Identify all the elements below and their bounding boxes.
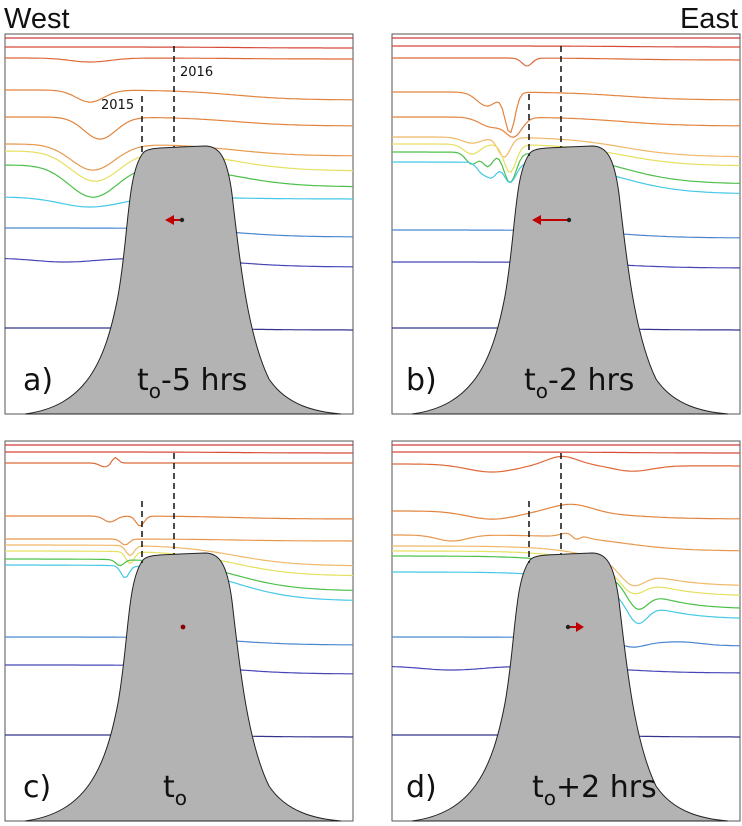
isoline: [392, 57, 740, 67]
isoline: [5, 143, 354, 171]
west-label: West: [4, 3, 70, 35]
isoline: [392, 45, 740, 48]
time-offset: -5 hrs: [161, 363, 247, 398]
time-subscript: o: [149, 379, 161, 403]
mountain-terrain: [411, 552, 729, 822]
time-base: t: [137, 363, 149, 398]
time-label: to-2 hrs: [524, 363, 634, 403]
isoline: [392, 455, 740, 473]
time-offset: +2 hrs: [556, 770, 657, 805]
isoline: [392, 91, 740, 134]
time-offset: -2 hrs: [548, 363, 634, 398]
arrow-right-icon: [565, 622, 584, 632]
time-label: to-5 hrs: [137, 363, 247, 403]
mountain-terrain: [24, 552, 342, 822]
panel-letter: a): [23, 363, 53, 398]
isoline: [392, 545, 740, 587]
panel-b: b) to-2 hrs: [391, 33, 741, 415]
time-subscript: o: [536, 379, 548, 403]
isoline: [5, 116, 353, 140]
isoline: [5, 46, 353, 49]
year-label-2015: 2015: [101, 98, 134, 113]
isoline: [392, 136, 740, 158]
time-base: t: [532, 770, 544, 805]
mountain-terrain: [411, 145, 729, 415]
time-label: to: [163, 770, 187, 810]
year-label-2016: 2016: [180, 65, 213, 80]
dot-icon: [180, 624, 186, 630]
isoline: [5, 515, 353, 527]
isoline: [5, 456, 353, 468]
panel-a: 2016 2015 a) to-5 hrs: [4, 33, 354, 415]
time-subscript: o: [544, 786, 556, 810]
isoline: [5, 538, 353, 546]
isoline: [392, 116, 740, 138]
panel-c: c) to: [4, 440, 354, 822]
isoline: [392, 503, 740, 520]
isoline: [5, 57, 353, 63]
panel-d: d) to+2 hrs: [391, 440, 741, 822]
mountain-terrain: [24, 145, 342, 415]
time-base: t: [524, 363, 536, 398]
isoline: [5, 544, 353, 567]
isoline: [392, 451, 740, 454]
panel-letter: d): [406, 770, 437, 805]
arrow-left-icon: [532, 215, 572, 225]
panel-letter: c): [23, 770, 51, 805]
arrow-left-icon: [165, 215, 185, 225]
time-subscript: o: [175, 786, 187, 810]
isoline: [392, 532, 740, 552]
panel-letter: b): [406, 363, 437, 398]
time-label: to+2 hrs: [532, 770, 657, 810]
time-base: t: [163, 770, 175, 805]
isoline: [5, 89, 353, 103]
isoline: [5, 451, 353, 454]
east-label: East: [680, 3, 738, 35]
